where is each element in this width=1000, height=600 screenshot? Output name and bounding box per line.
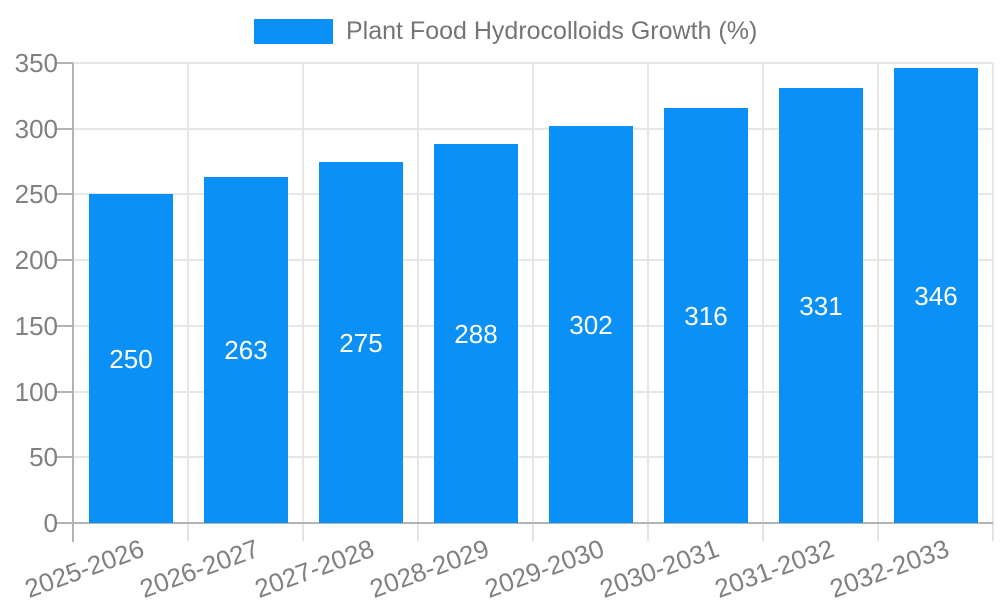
bar[interactable]: 250: [89, 194, 173, 523]
bar[interactable]: 302: [549, 126, 633, 523]
x-axis-tick: [532, 523, 534, 541]
x-axis-tick: [992, 523, 994, 541]
y-axis-label: 200: [14, 245, 58, 275]
x-axis-label: 2031-2032: [710, 533, 838, 600]
gridline-vertical: [762, 63, 764, 523]
y-axis-label: 250: [14, 179, 58, 209]
x-axis-tick: [417, 523, 419, 541]
x-axis-label: 2028-2029: [365, 533, 493, 600]
x-axis-label: 2027-2028: [250, 533, 378, 600]
x-axis-tick: [187, 523, 189, 541]
bar-value-label: 302: [569, 309, 613, 340]
y-axis-tick: [56, 522, 73, 524]
legend-swatch: [254, 19, 333, 44]
bar-value-label: 316: [684, 300, 728, 331]
bar-value-label: 275: [339, 327, 383, 358]
y-axis-label: 150: [14, 311, 58, 341]
y-axis-tick: [56, 259, 73, 261]
bar[interactable]: 331: [779, 88, 863, 523]
gridline-vertical: [532, 63, 534, 523]
legend-item[interactable]: Plant Food Hydrocolloids Growth (%): [254, 19, 757, 44]
bar[interactable]: 288: [434, 144, 518, 523]
bar[interactable]: 316: [664, 108, 748, 523]
y-axis-tick: [56, 456, 73, 458]
y-axis-label: 300: [14, 114, 58, 144]
x-axis-tick: [762, 523, 764, 541]
gridline-vertical: [992, 63, 994, 523]
y-axis-label: 350: [14, 48, 58, 78]
y-axis-label: 100: [14, 377, 58, 407]
y-axis-tick: [56, 391, 73, 393]
bar[interactable]: 263: [204, 177, 288, 523]
gridline-vertical: [417, 63, 419, 523]
x-axis-label: 2029-2030: [480, 533, 608, 600]
x-axis-label: 2030-2031: [595, 533, 723, 600]
x-axis-label: 2025-2026: [20, 533, 148, 600]
x-axis-label: 2026-2027: [135, 533, 263, 600]
bar-value-label: 263: [224, 335, 268, 365]
bar-value-label: 250: [109, 343, 153, 374]
y-axis-tick: [56, 62, 73, 64]
x-axis-line: [73, 522, 993, 524]
x-axis-label: 2032-2033: [825, 533, 953, 600]
gridline-vertical: [187, 63, 189, 523]
gridline-vertical: [877, 63, 879, 523]
x-axis-tick: [302, 523, 304, 541]
bar[interactable]: 346: [894, 68, 978, 523]
gridline-vertical: [302, 63, 304, 523]
y-axis-label: 50: [29, 442, 58, 472]
x-axis-tick: [647, 523, 649, 541]
y-axis-line: [72, 63, 74, 542]
y-axis-tick: [56, 193, 73, 195]
bar[interactable]: 275: [319, 162, 403, 523]
bar-value-label: 288: [454, 318, 498, 349]
y-axis-label: 0: [43, 508, 58, 538]
gridline-vertical: [647, 63, 649, 523]
bar-value-label: 331: [799, 290, 843, 321]
y-axis-tick: [56, 128, 73, 130]
bar-value-label: 346: [914, 280, 958, 311]
x-axis-tick: [877, 523, 879, 541]
legend-label: Plant Food Hydrocolloids Growth (%): [346, 17, 758, 45]
y-axis-tick: [56, 325, 73, 327]
